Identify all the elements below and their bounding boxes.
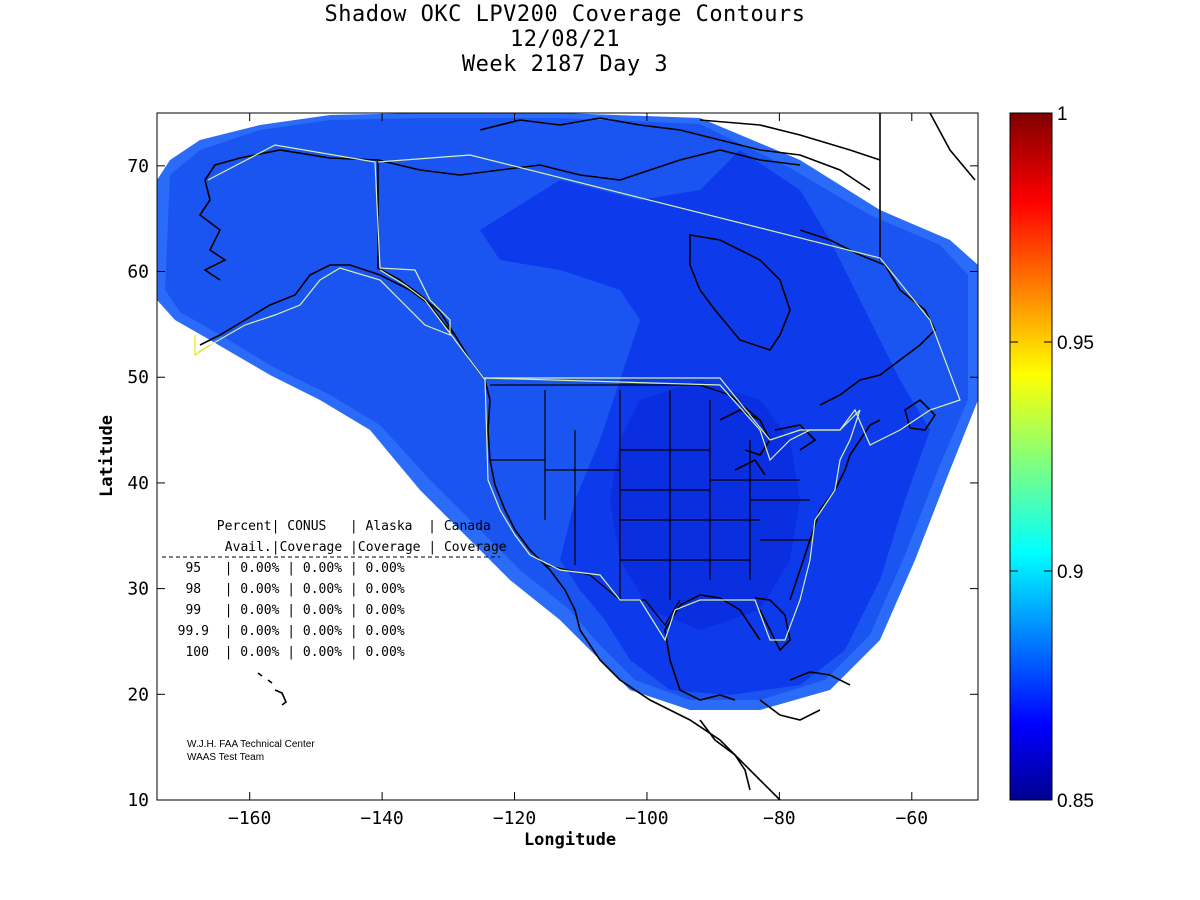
table-row: 100 | 0.00% | 0.00% | 0.00% xyxy=(162,645,405,660)
cell-percent: 99 xyxy=(162,603,225,618)
header-avail: Avail. xyxy=(225,540,272,555)
y-tick-label: 20 xyxy=(127,684,149,705)
cell-conus: 0.00% xyxy=(240,582,279,597)
header-canada: Canada xyxy=(444,519,491,534)
header-conus: CONUS xyxy=(287,519,326,534)
cell-canada: 0.00% xyxy=(366,603,405,618)
x-tick-label: −60 xyxy=(896,808,929,829)
table-header-row-1: Percent| CONUS | Alaska | Canada xyxy=(162,519,530,534)
header-coverage-canada: Coverage xyxy=(444,540,507,555)
coastlines xyxy=(198,113,976,800)
alaska-coastline xyxy=(198,149,456,346)
colorbar-tick-label: 1 xyxy=(1057,104,1068,125)
cell-percent: 98 xyxy=(162,582,225,597)
cell-alaska: 0.00% xyxy=(303,645,342,660)
greenland-coastline xyxy=(879,113,976,260)
coverage-core-contour xyxy=(610,380,800,630)
cell-percent: 100 xyxy=(162,645,225,660)
y-tick-label: 70 xyxy=(127,156,149,177)
credit-line-1: W.J.H. FAA Technical Center xyxy=(187,739,315,750)
cuba-coastline xyxy=(789,671,851,686)
cell-canada: 0.00% xyxy=(366,561,405,576)
cell-alaska: 0.00% xyxy=(303,582,342,597)
florida-coastline xyxy=(754,597,791,652)
plot-frame xyxy=(156,112,979,801)
table-rows: 95 | 0.00% | 0.00% | 0.00% 98 | 0.00% | … xyxy=(162,561,405,660)
colorbar-tick-label: 0.95 xyxy=(1057,333,1094,354)
table-row: 95 | 0.00% | 0.00% | 0.00% xyxy=(162,561,405,576)
cell-canada: 0.00% xyxy=(366,645,405,660)
cell-conus: 0.00% xyxy=(240,561,279,576)
y-axis: 10 20 30 40 50 60 70 xyxy=(127,156,978,811)
x-tick-label: −140 xyxy=(360,808,403,829)
map-title: Shadow OKC LPV200 Coverage Contours xyxy=(324,2,806,27)
conus-service-volume xyxy=(484,377,861,642)
cell-conus: 0.00% xyxy=(240,603,279,618)
colorbar-tick-label: 0.85 xyxy=(1057,791,1094,812)
x-axis: −160 −140 −120 −100 −80 −60 xyxy=(228,113,928,829)
hawaii-islands xyxy=(257,672,287,706)
table-row: 99.9 | 0.00% | 0.00% | 0.00% xyxy=(162,624,405,639)
cell-conus: 0.00% xyxy=(240,624,279,639)
header-alaska: Alaska xyxy=(366,519,413,534)
cell-alaska: 0.00% xyxy=(303,561,342,576)
coverage-table: Percent| CONUS | Alaska | Canada Avail.|… xyxy=(162,519,546,660)
x-tick-label: −80 xyxy=(763,808,796,829)
credit-line-2: WAAS Test Team xyxy=(187,752,264,763)
mexico-west-coastline xyxy=(579,629,781,800)
header-coverage-alaska: Coverage xyxy=(358,540,421,555)
x-tick-label: −100 xyxy=(625,808,668,829)
table-header-row-2: Avail.|Coverage |Coverage | Coverage xyxy=(170,540,546,555)
great-lakes-outline xyxy=(719,409,817,476)
service-volumes xyxy=(197,144,961,642)
colorbar-ticks: 1 0.95 0.9 0.85 xyxy=(1010,104,1094,812)
alaska-service-volume xyxy=(197,144,451,353)
table-row: 98 | 0.00% | 0.00% | 0.00% xyxy=(162,582,405,597)
x-axis-label: Longitude xyxy=(524,830,616,850)
canada-arctic-coastline xyxy=(377,117,881,191)
hudson-bay-coastline xyxy=(689,234,791,351)
colorbar-tick-label: 0.9 xyxy=(1057,562,1083,583)
y-tick-label: 50 xyxy=(127,367,149,388)
newfoundland-coastline xyxy=(904,398,937,431)
gulf-coastline xyxy=(664,594,761,701)
table-row: 99 | 0.00% | 0.00% | 0.00% xyxy=(162,603,405,618)
coverage-contours xyxy=(157,113,978,710)
y-tick-label: 30 xyxy=(127,579,149,600)
central-america-coastline xyxy=(699,699,821,791)
cell-canada: 0.00% xyxy=(366,582,405,597)
cell-alaska: 0.00% xyxy=(303,624,342,639)
y-tick-label: 10 xyxy=(127,790,149,811)
state-lines xyxy=(490,390,810,600)
x-tick-label: −160 xyxy=(228,808,271,829)
yellow-aleutian-marker xyxy=(194,335,211,357)
header-percent: Percent xyxy=(217,519,272,534)
canada-service-volume xyxy=(377,154,961,462)
y-tick-label: 40 xyxy=(127,473,149,494)
map-week-day: Week 2187 Day 3 xyxy=(461,52,669,77)
y-tick-label: 60 xyxy=(127,262,149,283)
header-coverage-conus: Coverage xyxy=(280,540,343,555)
x-tick-label: −120 xyxy=(493,808,536,829)
map-date: 12/08/21 xyxy=(510,27,620,52)
labrador-coastline xyxy=(799,229,936,406)
pacific-coastline xyxy=(454,334,581,631)
cell-canada: 0.00% xyxy=(366,624,405,639)
cell-alaska: 0.00% xyxy=(303,603,342,618)
cell-conus: 0.00% xyxy=(240,645,279,660)
y-axis-label: Latitude xyxy=(97,415,117,497)
colorbar xyxy=(1009,112,1053,801)
cell-percent: 99.9 xyxy=(162,624,225,639)
us-canada-border xyxy=(490,384,761,421)
cell-percent: 95 xyxy=(162,561,225,576)
